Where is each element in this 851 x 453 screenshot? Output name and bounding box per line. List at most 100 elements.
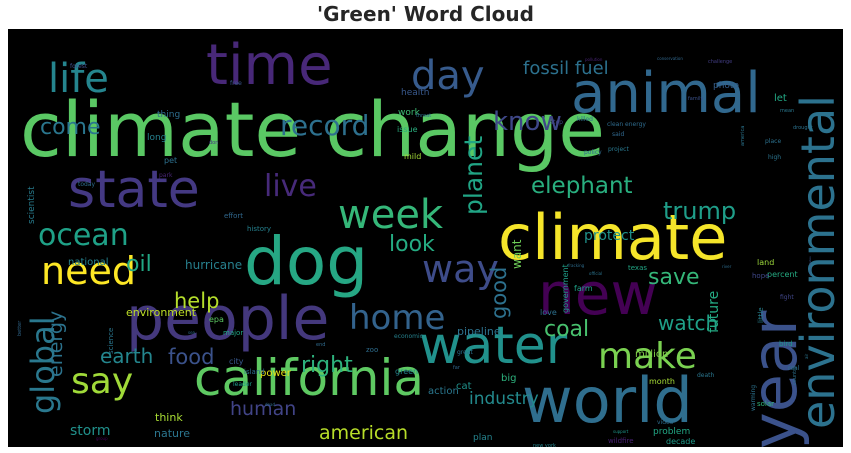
word-national: national [68, 257, 109, 268]
word-pet: pet [164, 156, 177, 165]
word-hurricane: hurricane [185, 258, 242, 272]
word-fight: fight [780, 294, 794, 301]
word-pollution: pollution [585, 57, 603, 62]
word-make: make [598, 336, 697, 377]
word-don: don [209, 140, 218, 146]
word-food: food [168, 345, 214, 369]
word-said: said [612, 131, 624, 138]
word-leader: leader [233, 381, 253, 388]
word-issue: issue [397, 125, 418, 134]
word-place: place [765, 138, 781, 145]
word-save: save [648, 265, 700, 290]
word-island: island [244, 368, 265, 376]
word-scientist: scientist [27, 186, 37, 224]
word-state: state [68, 160, 200, 220]
word-better: better [17, 320, 23, 336]
word-big: big [501, 373, 516, 384]
word-wildfire: wildfire [608, 437, 634, 445]
word-cat: cat [456, 381, 472, 392]
word-bird: bird [779, 340, 793, 348]
word-human: human [230, 398, 296, 420]
word-effort: effort [224, 212, 243, 220]
word-need: need [41, 249, 136, 293]
word-death: death [697, 372, 715, 379]
word-thing: thing [157, 110, 180, 120]
word-climate-change: climate change [20, 85, 605, 174]
word-america: america [740, 126, 746, 146]
word-fossil-fuel: fossil fuel [523, 58, 609, 79]
word-protect: protect [584, 228, 635, 244]
word-little: little [757, 307, 765, 323]
word-planet: planet [459, 136, 488, 215]
word-elephant: elephant [531, 173, 633, 199]
word-want: want [510, 239, 524, 269]
word-photo: photo [713, 81, 739, 91]
word-california: california [194, 349, 424, 407]
word-challenge: challenge [708, 59, 732, 65]
word-decade: decade [666, 437, 695, 446]
word-global: global [24, 316, 62, 414]
word-river: river [722, 264, 732, 269]
word-help: help [174, 289, 219, 313]
word-hope: hope [752, 272, 769, 280]
word-environmental: environmental [791, 95, 843, 429]
word-long: long [147, 133, 166, 143]
word-family: family [688, 96, 703, 102]
word-life: life [48, 56, 109, 102]
word-policy: policy [584, 149, 602, 156]
word-year: year [738, 310, 811, 447]
word-solar: solar [757, 400, 774, 408]
word-environment: environment [126, 306, 197, 319]
word-end: end [316, 342, 325, 348]
word-good: good [487, 267, 511, 319]
word-say: say [71, 361, 133, 402]
word-science: science [107, 328, 115, 354]
word-sea: sea [188, 330, 196, 335]
word-nature: nature [154, 427, 190, 440]
word-threat: threat [416, 113, 431, 119]
word-city: city [229, 357, 244, 366]
word-clean-energy: clean energy [607, 121, 646, 128]
word-official: official [589, 271, 602, 276]
word-free: free [230, 80, 242, 87]
word-watch: watch [658, 311, 718, 335]
word-people: people [126, 284, 329, 354]
word-come: come [40, 115, 101, 140]
word-project: project [608, 146, 629, 153]
word-forest: forest [70, 63, 88, 70]
word-drought: drought [793, 125, 813, 131]
word-texas: texas [628, 264, 647, 272]
word-action: action [428, 386, 459, 397]
word-earth: earth [100, 344, 153, 368]
word-land: land [757, 258, 774, 267]
word-mean: mean [780, 108, 794, 114]
word-health: health [401, 88, 430, 98]
word-zoo: zoo [366, 346, 378, 354]
word-air: air [804, 353, 809, 359]
word-home: home [349, 298, 445, 338]
word-high: high [768, 154, 781, 161]
word-warming: warming [750, 385, 757, 411]
chart-title: 'Green' Word Cloud [317, 2, 534, 26]
word-time: time [206, 33, 333, 98]
word-power: power [260, 368, 292, 379]
word-climate: climate [498, 201, 727, 274]
word-future: future [706, 291, 722, 333]
word-animal: animal [571, 61, 761, 126]
word-percent: percent [767, 270, 798, 279]
word-energy: energy [45, 311, 67, 377]
word-epa: epa [209, 315, 224, 324]
word-million: million [635, 349, 668, 360]
word-real: real [788, 365, 800, 372]
word-record: record [280, 109, 369, 142]
word-park: park [159, 172, 173, 179]
word-dog: dog [244, 223, 368, 300]
word-group: group [96, 436, 108, 441]
word-farm: farm [574, 284, 593, 293]
word-plan: plan [473, 433, 492, 443]
word-oil: oil [126, 252, 152, 277]
word-great: great [457, 349, 474, 356]
word-storm: storm [70, 423, 111, 439]
word-new: new [538, 260, 658, 328]
